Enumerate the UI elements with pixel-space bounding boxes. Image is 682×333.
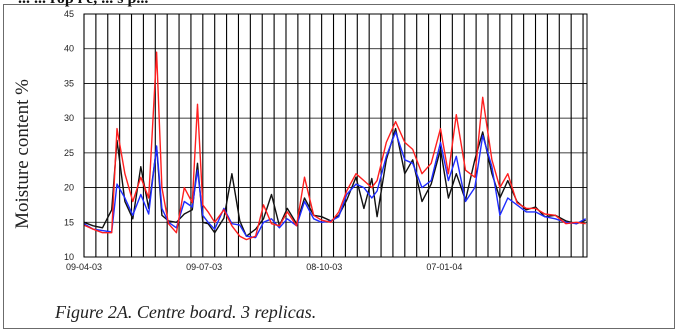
x-tick-label: 09-04-03 xyxy=(66,262,102,272)
x-ticks-layer: 09-04-03 09-07-03 08-10-03 07-01-04 xyxy=(66,262,462,272)
x-tick-label: 09-07-03 xyxy=(186,262,222,272)
y-tick-label: 30 xyxy=(64,113,74,123)
y-tick-label: 20 xyxy=(64,183,74,193)
series-line-1 xyxy=(83,127,586,237)
series-line-3 xyxy=(83,51,586,241)
y-tick-label: 45 xyxy=(64,9,74,19)
y-tick-label: 40 xyxy=(64,44,74,54)
y-tick-label: 35 xyxy=(64,78,74,88)
page-header-fragment: ... ... rop l e, ... s p... xyxy=(18,0,148,8)
plot-border xyxy=(83,13,588,258)
series-line-2 xyxy=(83,131,587,239)
y-ticks-layer: 10 15 20 25 30 35 40 45 xyxy=(64,9,74,262)
series-layer xyxy=(83,51,587,241)
figure-caption: Figure 2A. Centre board. 3 replicas. xyxy=(55,302,317,322)
y-tick-label: 10 xyxy=(64,252,74,262)
x-tick-label: 08-10-03 xyxy=(306,262,342,272)
y-tick-label: 15 xyxy=(64,217,74,227)
x-tick-label: 07-01-04 xyxy=(426,262,462,272)
y-tick-label: 25 xyxy=(64,148,74,158)
